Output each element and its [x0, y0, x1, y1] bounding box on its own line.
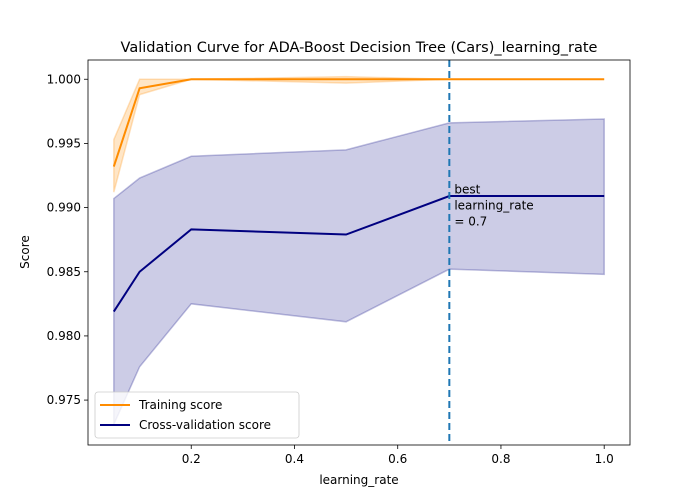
y-axis-label: Score [18, 235, 32, 269]
series-line-training [112, 78, 605, 167]
best-value-annotation: learning_rate [454, 199, 533, 213]
x-tick-label: 1.0 [595, 452, 614, 466]
best-value-marker: best learning_rate = 0.7 [448, 60, 534, 445]
best-value-annotation: best [454, 183, 480, 197]
chart-title: Validation Curve for ADA-Boost Decision … [121, 40, 598, 56]
series-lines [112, 78, 605, 313]
x-tick-label: 0.8 [491, 452, 510, 466]
y-axis: 0.975 0.980 0.985 0.990 0.995 1.000 [47, 72, 88, 407]
y-tick-label: 0.990 [47, 201, 81, 215]
y-tick-label: 0.985 [47, 265, 81, 279]
legend-box [94, 391, 300, 439]
x-axis: 0.2 0.4 0.6 0.8 1.0 [182, 445, 614, 466]
y-tick-label: 0.995 [47, 136, 81, 150]
x-tick-label: 0.6 [388, 452, 407, 466]
plot-area: best learning_rate = 0.7 [87, 59, 631, 446]
y-tick-label: 0.975 [47, 393, 81, 407]
best-value-annotation: = 0.7 [454, 215, 487, 229]
legend-entry: Cross-validation score [139, 418, 271, 432]
band-cross-validation [113, 118, 605, 425]
plot-frame [87, 59, 631, 446]
x-tick-label: 0.4 [285, 452, 304, 466]
y-tick-label: 1.000 [47, 72, 81, 86]
x-tick-label: 0.2 [182, 452, 201, 466]
y-tick-label: 0.980 [47, 329, 81, 343]
series-line-cross-validation [112, 195, 605, 313]
confidence-bands [113, 75, 605, 425]
legend-entry: Training score [138, 398, 222, 412]
legend: Training score Cross-validation score [94, 391, 300, 439]
x-axis-label: learning_rate [319, 473, 398, 487]
